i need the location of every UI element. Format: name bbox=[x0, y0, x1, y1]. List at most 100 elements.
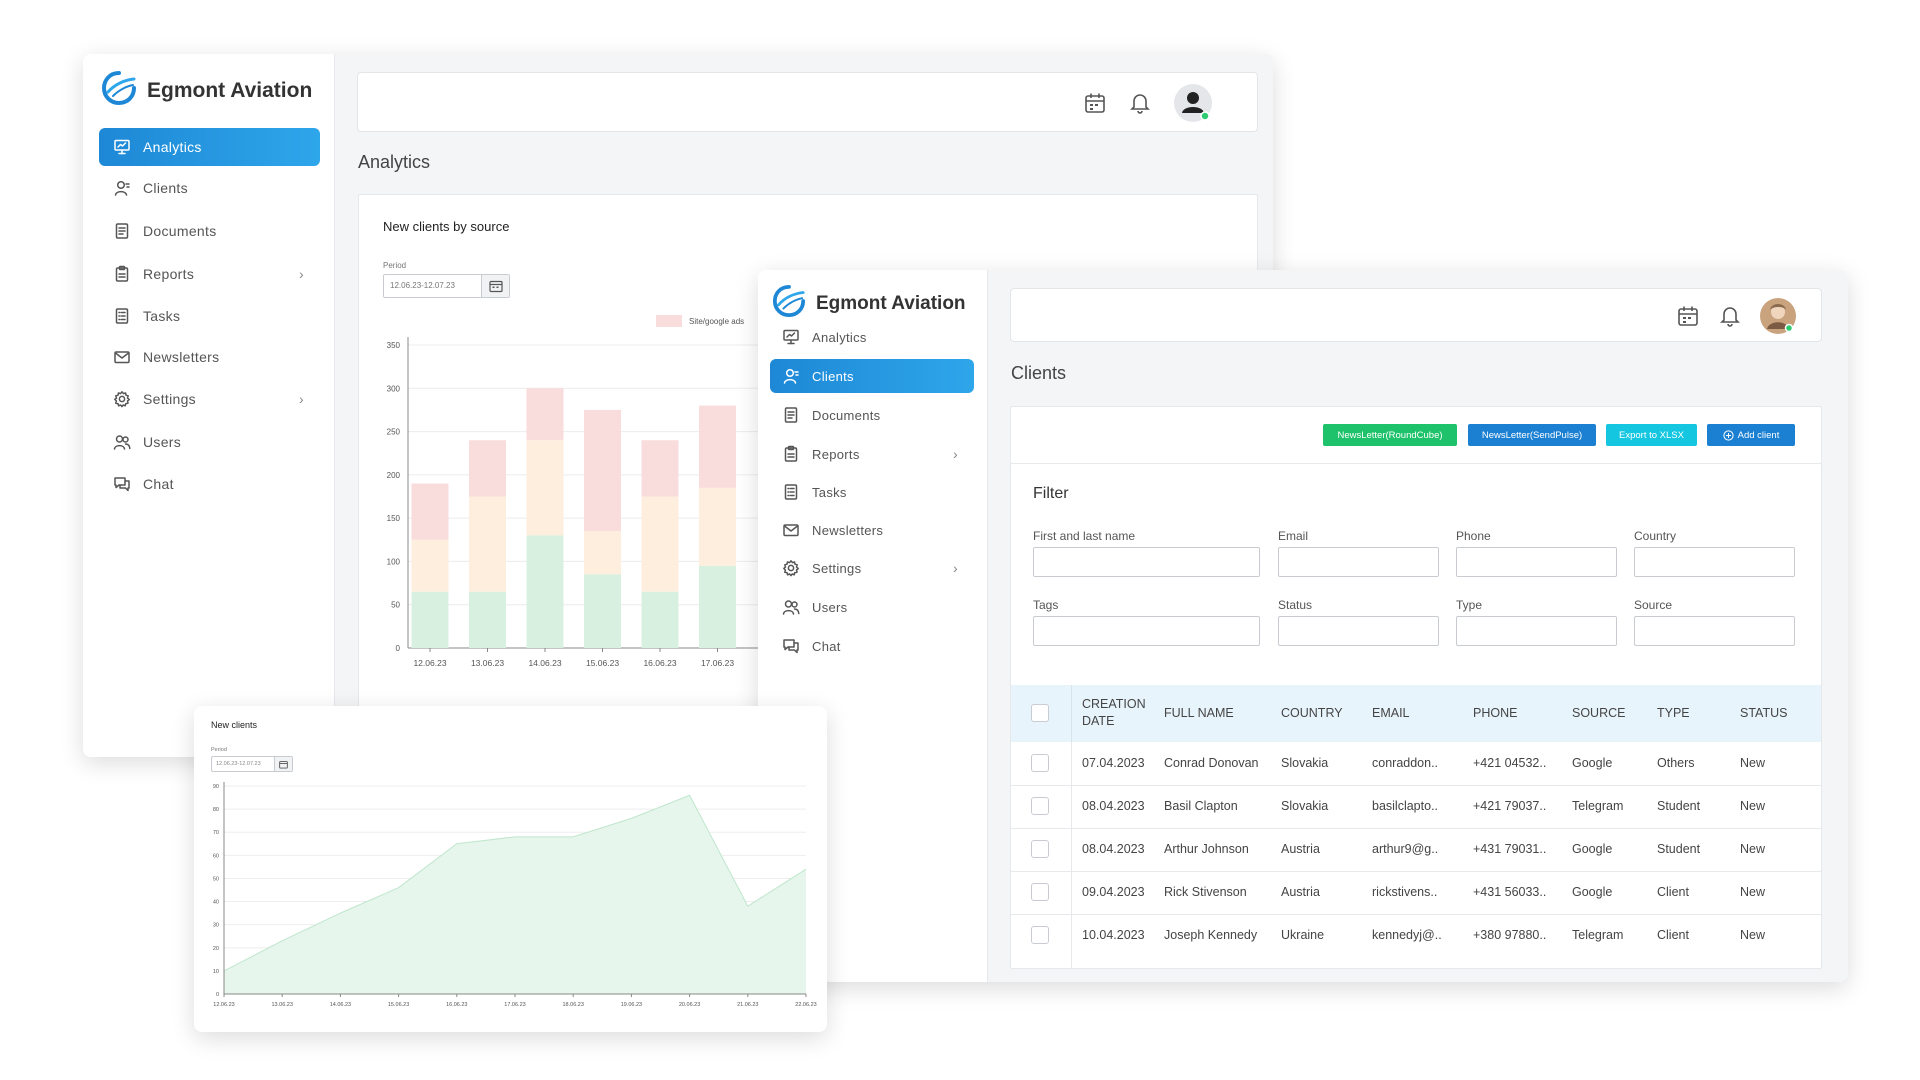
x-tick-label: 12.06.23 bbox=[413, 658, 446, 668]
filter-label-email: Email bbox=[1278, 529, 1309, 543]
filter-source-input[interactable] bbox=[1634, 616, 1795, 646]
col-phone[interactable]: PHONE bbox=[1473, 706, 1518, 720]
mail-icon bbox=[113, 348, 131, 366]
cell-status: New bbox=[1740, 928, 1766, 942]
filter-status-input[interactable] bbox=[1278, 616, 1439, 646]
calendar-icon[interactable] bbox=[1083, 91, 1107, 115]
tasks-icon bbox=[113, 307, 131, 325]
table-row[interactable]: 10.04.2023 Joseph Kennedy Ukraine kennedyj@… bbox=[1011, 914, 1821, 957]
col-type[interactable]: TYPE bbox=[1657, 706, 1690, 720]
row-checkbox[interactable] bbox=[1031, 926, 1049, 944]
avatar[interactable] bbox=[1759, 297, 1797, 335]
filter-name-input[interactable] bbox=[1033, 547, 1260, 577]
brand[interactable]: Egmont Aviation bbox=[101, 70, 312, 111]
chart-title: New clients by source bbox=[383, 219, 510, 234]
y-tick-label: 100 bbox=[387, 557, 401, 566]
filter-label-phone: Phone bbox=[1456, 529, 1491, 543]
table-row[interactable]: 07.04.2023 Conrad Donovan Slovakia conraddo… bbox=[1011, 742, 1821, 785]
row-checkbox[interactable] bbox=[1031, 840, 1049, 858]
clients-window: Egmont Aviation Analytics Clients Document… bbox=[758, 270, 1848, 982]
calendar-icon[interactable] bbox=[274, 757, 292, 771]
sidebar-item-documents[interactable]: Documents bbox=[770, 398, 974, 432]
sidebar-item-newsletters[interactable]: Newsletters bbox=[770, 513, 974, 547]
x-tick-label: 17.06.23 bbox=[701, 658, 734, 668]
sidebar-item-analytics[interactable]: Analytics bbox=[99, 128, 320, 166]
col-country[interactable]: COUNTRY bbox=[1281, 706, 1343, 720]
x-tick-label: 16.06.23 bbox=[643, 658, 676, 668]
x-tick-label: 14.06.23 bbox=[528, 658, 561, 668]
bar-segment bbox=[641, 496, 679, 592]
bar-segment bbox=[641, 440, 679, 497]
y-tick-label: 80 bbox=[213, 807, 219, 813]
newsletter-sendpulse-button[interactable]: NewsLetter(SendPulse) bbox=[1468, 424, 1596, 446]
y-tick-label: 150 bbox=[387, 514, 401, 523]
clipboard-icon bbox=[113, 265, 131, 283]
cell-type: Student bbox=[1657, 799, 1701, 813]
sidebar-item-tasks[interactable]: Tasks bbox=[99, 297, 320, 335]
bar-chart: 0 50 100 150 200 250 300 350 12.06.23 13.06.23 14.… bbox=[387, 315, 1259, 668]
bar-segment bbox=[584, 409, 621, 532]
filter-tags-input[interactable] bbox=[1033, 616, 1260, 646]
sidebar-item-label: Chat bbox=[143, 476, 174, 492]
bell-icon[interactable] bbox=[1718, 304, 1742, 328]
y-tick-label: 50 bbox=[213, 876, 219, 882]
period-input[interactable]: 12.06.23-12.07.23 bbox=[383, 274, 510, 298]
sidebar-item-documents[interactable]: Documents bbox=[99, 212, 320, 250]
sidebar-item-analytics[interactable]: Analytics bbox=[770, 320, 974, 354]
cell-full-name: Joseph Kennedy bbox=[1164, 928, 1258, 942]
users-icon bbox=[113, 433, 131, 451]
filter-phone-input[interactable] bbox=[1456, 547, 1617, 577]
period-input[interactable]: 12.06.23-12.07.23 bbox=[211, 756, 293, 772]
sidebar-item-settings[interactable]: Settings › bbox=[770, 551, 974, 585]
y-tick-label: 90 bbox=[213, 784, 219, 790]
area-line bbox=[223, 794, 807, 972]
sidebar-item-reports[interactable]: Reports › bbox=[99, 255, 320, 293]
sidebar-item-label: Documents bbox=[143, 223, 217, 239]
sidebar-item-clients[interactable]: Clients bbox=[770, 359, 974, 393]
table-row[interactable]: 08.04.2023 Basil Clapton Slovakia basilclap… bbox=[1011, 785, 1821, 828]
bell-icon[interactable] bbox=[1128, 91, 1152, 115]
export-xlsx-button[interactable]: Export to XLSX bbox=[1606, 424, 1697, 446]
select-all-checkbox[interactable] bbox=[1031, 704, 1049, 722]
cell-creation-date: 08.04.2023 bbox=[1082, 842, 1145, 856]
cell-email: conraddon.. bbox=[1372, 756, 1439, 770]
sidebar-item-newsletters[interactable]: Newsletters bbox=[99, 338, 320, 376]
brand[interactable]: Egmont Aviation bbox=[772, 284, 966, 323]
col-status[interactable]: STATUS bbox=[1740, 706, 1788, 720]
col-source[interactable]: SOURCE bbox=[1572, 706, 1626, 720]
sidebar-item-chat[interactable]: Chat bbox=[99, 465, 320, 503]
table-row[interactable]: 08.04.2023 Arthur Johnson Austria arthur9@g… bbox=[1011, 828, 1821, 871]
filter-email-input[interactable] bbox=[1278, 547, 1439, 577]
y-tick-label: 70 bbox=[213, 830, 219, 836]
row-checkbox[interactable] bbox=[1031, 754, 1049, 772]
y-tick-label: 0 bbox=[396, 644, 401, 653]
avatar[interactable] bbox=[1173, 83, 1213, 123]
sidebar-item-settings[interactable]: Settings › bbox=[99, 380, 320, 418]
cell-type: Client bbox=[1657, 928, 1689, 942]
row-checkbox[interactable] bbox=[1031, 797, 1049, 815]
cell-type: Student bbox=[1657, 842, 1701, 856]
brand-name: Egmont Aviation bbox=[816, 292, 966, 314]
filter-label-country: Country bbox=[1634, 529, 1677, 543]
sidebar-item-users[interactable]: Users bbox=[99, 423, 320, 461]
filter-label-tags: Tags bbox=[1033, 598, 1059, 612]
sidebar-item-reports[interactable]: Reports › bbox=[770, 437, 974, 471]
filter-country-input[interactable] bbox=[1634, 547, 1795, 577]
newsletter-roundcube-button[interactable]: NewsLetter(RoundCube) bbox=[1323, 424, 1457, 446]
row-checkbox[interactable] bbox=[1031, 883, 1049, 901]
col-email[interactable]: EMAIL bbox=[1372, 706, 1410, 720]
add-client-button[interactable]: Add client bbox=[1707, 424, 1795, 446]
cell-country: Austria bbox=[1281, 885, 1320, 899]
mail-icon bbox=[782, 521, 800, 539]
col-full-name[interactable]: FULL NAME bbox=[1164, 706, 1234, 720]
sidebar-item-clients[interactable]: Clients bbox=[99, 169, 320, 207]
sidebar-item-tasks[interactable]: Tasks bbox=[770, 475, 974, 509]
cell-phone: +380 97880.. bbox=[1473, 928, 1547, 942]
table-row[interactable]: 09.04.2023 Rick Stivenson Austria rickstive… bbox=[1011, 871, 1821, 914]
col-creation-date[interactable]: CREATION DATE bbox=[1082, 697, 1146, 728]
calendar-icon[interactable] bbox=[1676, 304, 1700, 328]
calendar-icon[interactable] bbox=[481, 275, 509, 297]
filter-type-input[interactable] bbox=[1456, 616, 1617, 646]
sidebar-item-users[interactable]: Users bbox=[770, 590, 974, 624]
sidebar-item-chat[interactable]: Chat bbox=[770, 629, 974, 663]
